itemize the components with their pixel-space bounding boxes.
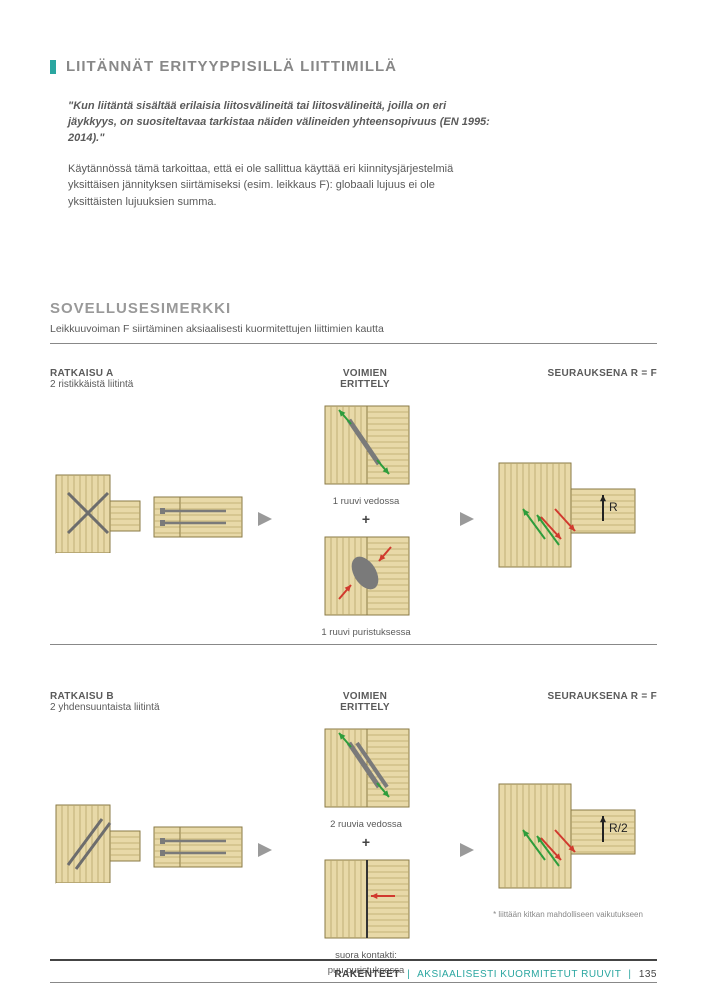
divider — [50, 982, 657, 983]
force-contact-diagram — [311, 854, 421, 946]
footer-right: AKSIAALISESTI KUORMITETUT RUUVIT — [417, 969, 621, 980]
page-footer: RAKENTEET | AKSIAALISESTI KUORMITETUT RU… — [50, 959, 657, 980]
footer-left: RAKENTEET — [334, 969, 400, 980]
solution-sub: 2 ristikkäistä liitintä — [50, 379, 260, 390]
page-title: LIITÄNNÄT ERITYYPPISILLÄ LIITTIMILLÄ — [66, 58, 397, 75]
result-diagram: R/2 — [493, 780, 643, 900]
footer-sep: | — [407, 969, 410, 980]
svg-text:R: R — [609, 500, 618, 514]
quote-text: "Kun liitäntä sisältää erilaisia liitosv… — [50, 99, 490, 147]
divider — [50, 343, 657, 344]
solution-label: RATKAISU B — [50, 691, 260, 702]
result-label: SEURAUKSENA R = F — [470, 368, 657, 379]
divider — [50, 644, 657, 645]
solution-block: RATKAISU B 2 yhdensuuntaista liitintä VO… — [50, 691, 657, 983]
footer-page: 135 — [639, 969, 657, 980]
force-tension-diagram — [311, 723, 421, 815]
solution-block: RATKAISU A 2 ristikkäistä liitintä VOIMI… — [50, 368, 657, 645]
plus-icon: + — [362, 511, 370, 527]
svg-text:R/2: R/2 — [609, 821, 628, 835]
joint-side-diagram — [152, 801, 244, 893]
footnote: * liittään kitkan mahdolliseen vaikutuks… — [493, 910, 643, 919]
chevron-right-icon — [458, 508, 476, 530]
forces-label: VOIMIENERITTELY — [270, 368, 460, 390]
force-compression-diagram — [311, 531, 421, 623]
accent-marker — [50, 60, 56, 74]
body-text: Käytännössä tämä tarkoittaa, että ei ole… — [50, 161, 490, 211]
forces-label: VOIMIENERITTELY — [270, 691, 460, 713]
caption-top: 2 ruuvia vedossa — [330, 819, 402, 830]
joint-main-diagram — [50, 801, 142, 893]
force-tension-diagram — [311, 400, 421, 492]
title-row: LIITÄNNÄT ERITYYPPISILLÄ LIITTIMILLÄ — [50, 58, 657, 75]
plus-icon: + — [362, 834, 370, 850]
result-label: SEURAUKSENA R = F — [470, 691, 657, 702]
solution-label: RATKAISU A — [50, 368, 260, 379]
chevron-right-icon — [458, 839, 476, 861]
caption-bottom: 1 ruuvi puristuksessa — [321, 627, 410, 638]
chevron-right-icon — [256, 508, 274, 530]
joint-side-diagram — [152, 471, 244, 563]
solution-sub: 2 yhdensuuntaista liitintä — [50, 702, 260, 713]
footer-sep: | — [628, 969, 631, 980]
example-subtitle: Leikkuuvoiman F siirtäminen aksiaalisest… — [50, 323, 657, 335]
example-title: SOVELLUSESIMERKKI — [50, 300, 657, 317]
result-diagram: R — [493, 459, 643, 579]
caption-top: 1 ruuvi vedossa — [333, 496, 400, 507]
joint-main-diagram — [50, 471, 142, 563]
chevron-right-icon — [256, 839, 274, 861]
